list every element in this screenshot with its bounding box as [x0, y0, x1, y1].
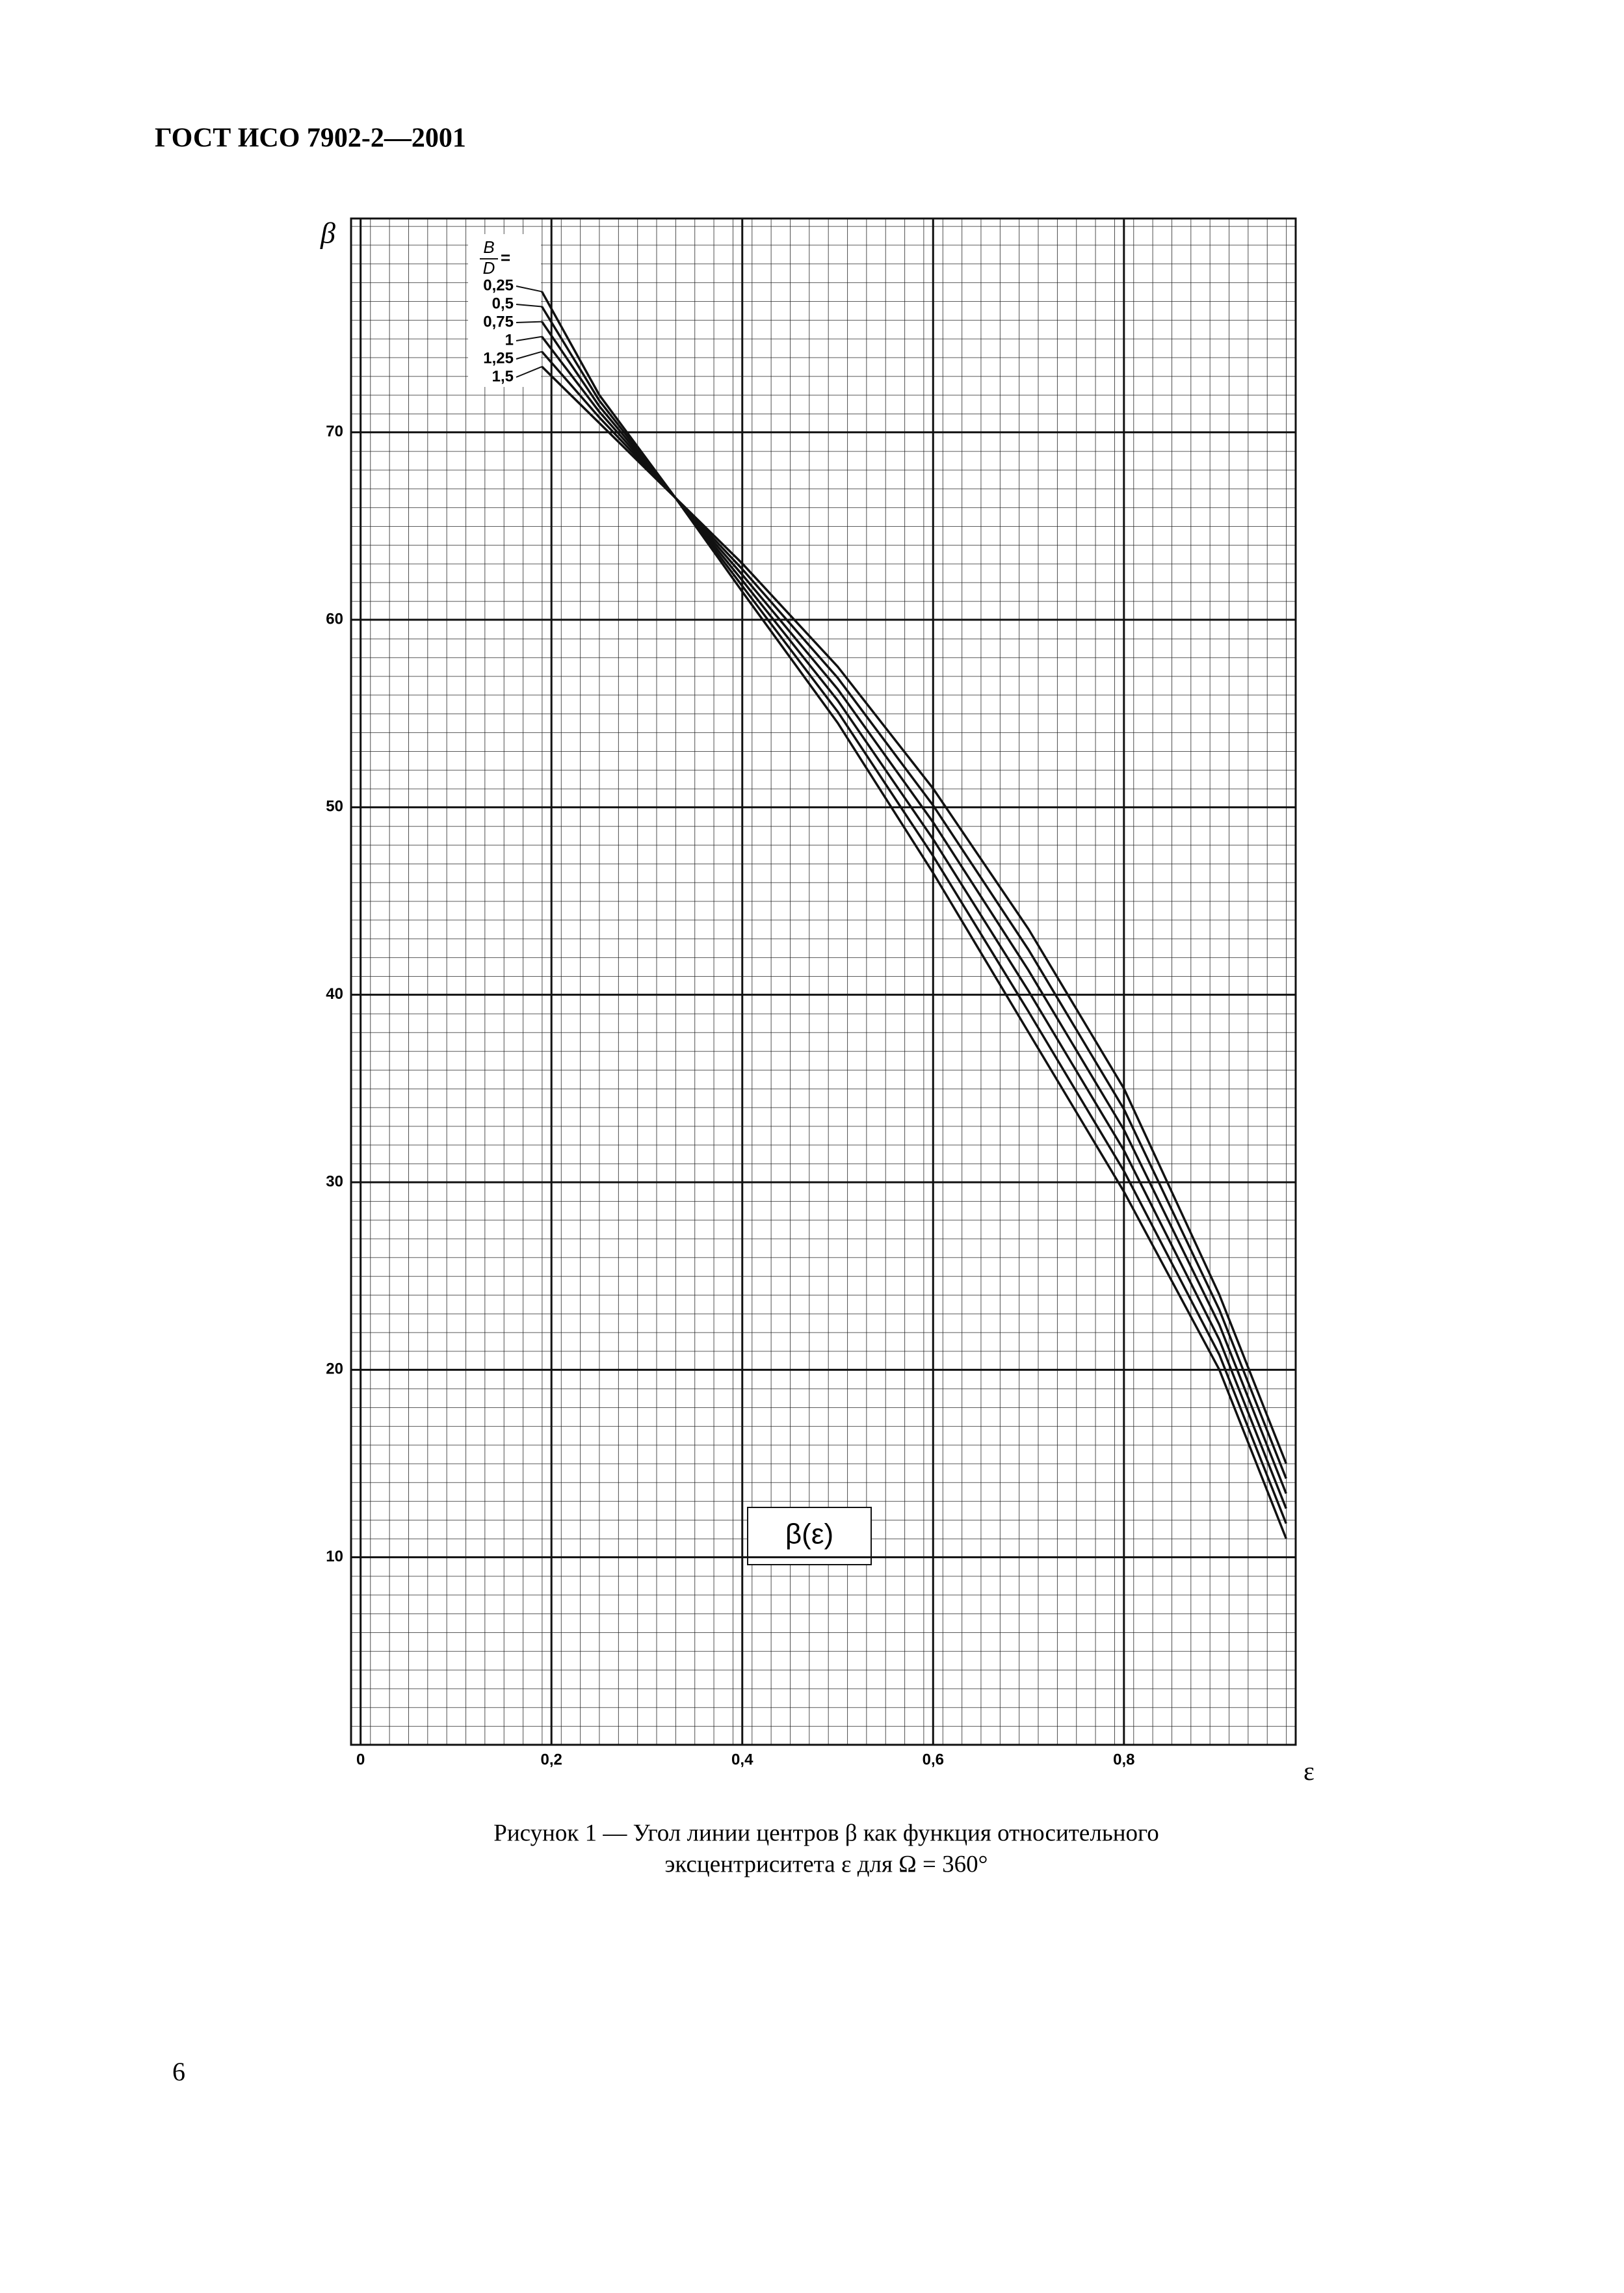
y-tick-label: 70 — [326, 423, 343, 440]
y-tick-label: 40 — [326, 985, 343, 1003]
curve — [541, 291, 1287, 1539]
annotation-frame — [747, 1507, 872, 1565]
legend-leader — [516, 351, 542, 360]
annotation: β(ε) — [785, 1518, 833, 1550]
legend-background — [468, 234, 541, 387]
x-tick-label: 0,8 — [1113, 1751, 1134, 1768]
minor-grid — [350, 217, 1297, 1746]
legend-leader — [516, 365, 542, 378]
legend-denominator: D — [483, 258, 495, 278]
legend-label: 1,5 — [492, 367, 514, 385]
legend-equals: = — [501, 248, 510, 267]
caption-line: эксцентриситета ε для Ω = 360° — [665, 1851, 988, 1877]
legend-label: 1,25 — [483, 349, 514, 367]
curve — [541, 306, 1287, 1524]
y-tick-label: 10 — [326, 1548, 343, 1565]
curve — [541, 365, 1287, 1465]
x-tick-label: 0,6 — [923, 1751, 944, 1768]
legend-leader — [516, 285, 542, 293]
legend-label: 0,25 — [483, 276, 514, 294]
legend-numerator: B — [483, 237, 494, 257]
curve — [541, 336, 1287, 1494]
x-tick-label: 0,2 — [541, 1751, 562, 1768]
y-axis-label: β — [320, 217, 335, 250]
y-tick-label: 60 — [326, 610, 343, 628]
x-axis-label: ε — [1303, 1756, 1315, 1786]
legend-leader — [516, 304, 542, 308]
y-tick-label: 20 — [326, 1360, 343, 1378]
legend-leader — [516, 336, 542, 341]
header: ГОСТ ИСО 7902-2—2001 — [155, 124, 466, 153]
legend-leader — [516, 321, 542, 323]
curve — [541, 351, 1287, 1479]
x-tick-label: 0 — [356, 1751, 365, 1768]
curve — [541, 321, 1287, 1509]
annotation-box: β(ε) — [747, 1507, 872, 1565]
legend-label: 1 — [505, 331, 514, 349]
legend-label: 0,5 — [492, 295, 514, 312]
legend-label: 0,75 — [483, 313, 514, 330]
caption-line: Рисунок 1 — Угол линии центров β как фун… — [493, 1820, 1159, 1846]
y-tick-label: 30 — [326, 1173, 343, 1190]
y-tick-label: 50 — [326, 798, 343, 815]
page-number: 6 — [172, 2057, 185, 2086]
x-tick-label: 0,4 — [731, 1751, 753, 1768]
